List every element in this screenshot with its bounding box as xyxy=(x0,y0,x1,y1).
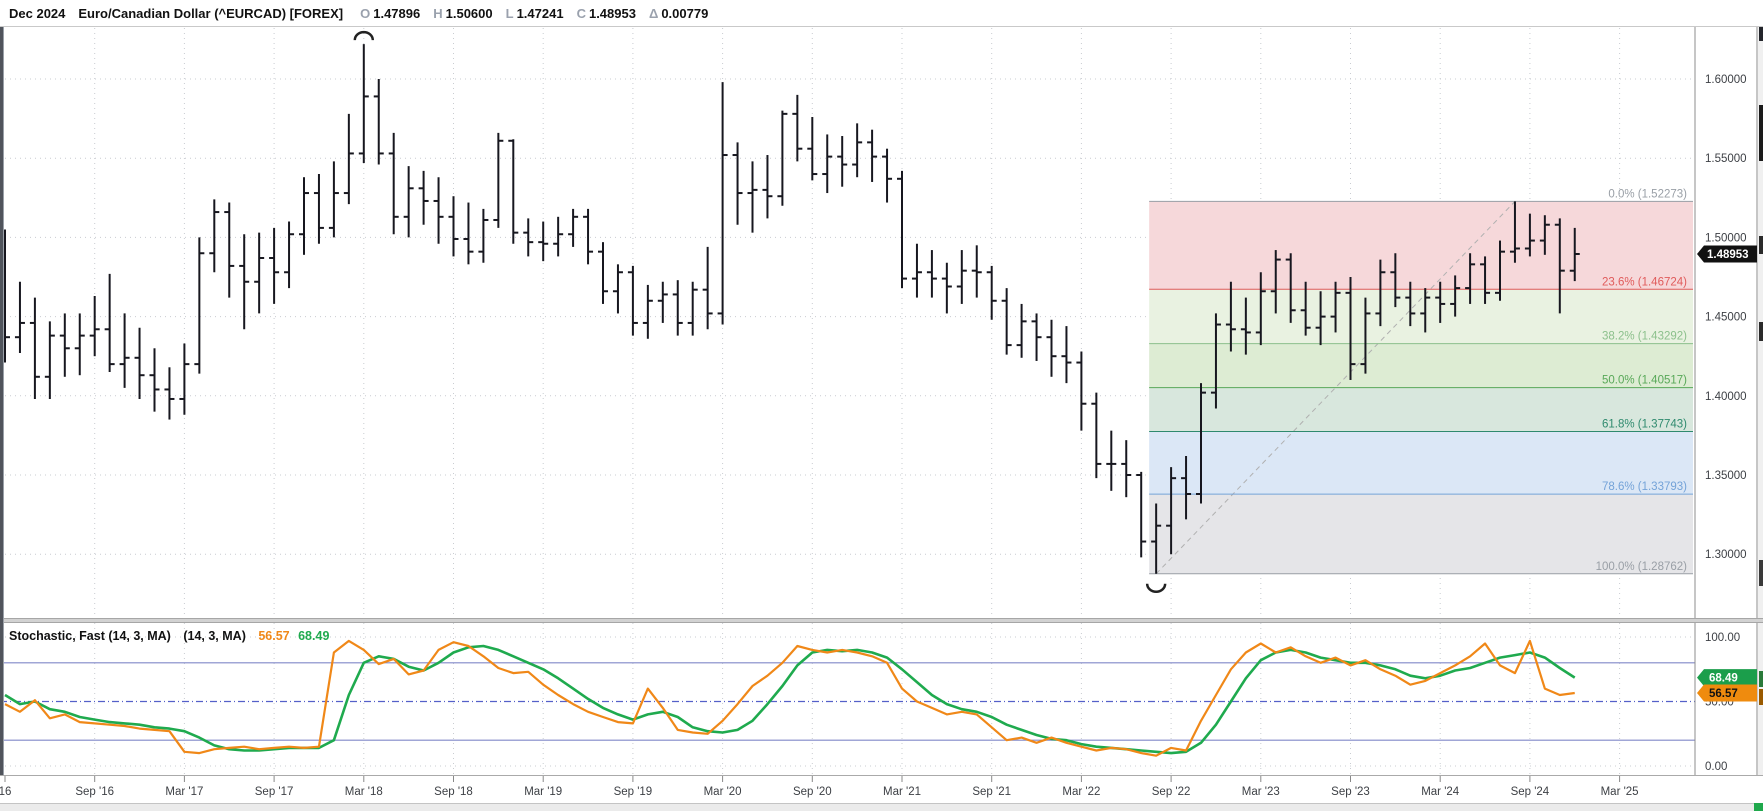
stoch-d-badge xyxy=(1697,669,1757,687)
stoch-window-edge-fragment xyxy=(1759,671,1763,687)
stochastic-legend: Stochastic, Fast (14, 3, MA) (14, 3, MA)… xyxy=(9,629,329,643)
fib-band xyxy=(1149,387,1693,432)
change-delta-icon: Δ xyxy=(648,5,659,21)
date-tick-label: Sep '24 xyxy=(1511,786,1550,798)
date-tick-label: Mar '20 xyxy=(704,786,742,798)
stoch-d-line xyxy=(4,644,1576,755)
price-axis-label: 1.35000 xyxy=(1705,470,1747,482)
window-edge-fragment xyxy=(1759,560,1763,586)
date-tick-label: Mar '23 xyxy=(1242,786,1280,798)
stoch-k-line xyxy=(4,639,1575,757)
price-chart-canvas[interactable]: 0.0% (1.52273) 23.6% (1.46724) 38.2% (1.43… xyxy=(0,27,1763,618)
high-label: H xyxy=(433,5,443,21)
date-tick-label: 16 xyxy=(0,786,11,798)
fib-band xyxy=(1149,431,1693,495)
high-value: 1.50600 xyxy=(445,5,493,21)
stoch-k-badge-text: 56.57 xyxy=(1709,688,1738,700)
close-label: C xyxy=(576,5,586,21)
fib-level-label: 38.2% (1.43292) xyxy=(1602,331,1687,343)
price-axis-label: 1.30000 xyxy=(1705,549,1747,561)
date-tick-label: Mar '18 xyxy=(345,786,383,798)
high-anchor-arc xyxy=(353,30,375,41)
stoch-window-edge-fragment xyxy=(1759,689,1763,705)
price-axis-label: 1.60000 xyxy=(1705,74,1747,86)
stochastic-params[interactable]: (14, 3, MA) xyxy=(183,629,246,643)
fib-band xyxy=(1149,201,1693,290)
fib-level-label: 78.6% (1.33793) xyxy=(1602,481,1687,493)
fib-level-label: 50.0% (1.40517) xyxy=(1602,375,1687,387)
low-anchor-arc xyxy=(1145,583,1167,594)
open-label: O xyxy=(360,5,371,21)
date-tick-label: Mar '25 xyxy=(1601,786,1639,798)
close-value: 1.48953 xyxy=(588,5,636,21)
date-tick-label: Mar '17 xyxy=(165,786,203,798)
date-tick-label: Mar '19 xyxy=(524,786,562,798)
chart-header: Dec 2024 Euro/Canadian Dollar (^EURCAD) … xyxy=(0,0,1763,27)
change-value: 0.00779 xyxy=(661,5,709,21)
ohlc-bars xyxy=(0,44,1580,574)
date-tick-label: Mar '21 xyxy=(883,786,921,798)
date-tick-label: Sep '16 xyxy=(75,786,114,798)
fib-level-label: 23.6% (1.46724) xyxy=(1602,276,1687,288)
price-axis-label: 1.55000 xyxy=(1705,153,1747,165)
stoch-d-badge-text: 68.49 xyxy=(1709,673,1738,685)
date-axis[interactable]: 16 Sep '16 Mar '17 Sep '17 Mar '18 Sep '18 Mar… xyxy=(0,775,1763,803)
fib-level-label: 0.0% (1.52273) xyxy=(1608,188,1687,200)
window-edge-fragment xyxy=(1759,236,1763,254)
fib-band xyxy=(1149,343,1693,388)
date-tick-label: Sep '23 xyxy=(1331,786,1370,798)
price-axis-label: 1.40000 xyxy=(1705,391,1747,403)
last-price-badge-text: 1.48953 xyxy=(1707,249,1749,261)
date-tick-label: Mar '22 xyxy=(1062,786,1100,798)
fib-level-label: 61.8% (1.37743) xyxy=(1602,419,1687,431)
open-value: 1.47896 xyxy=(373,5,421,21)
date-tick-label: Sep '19 xyxy=(614,786,653,798)
stochastic-name[interactable]: Stochastic, Fast (14, 3, MA) xyxy=(9,629,171,643)
price-axis-label: 1.50000 xyxy=(1705,232,1747,244)
bottom-accent-square xyxy=(1754,803,1763,811)
fib-band xyxy=(1149,494,1693,574)
bottom-strip xyxy=(0,803,1763,811)
left-edge-strip xyxy=(0,27,4,775)
date-tick-label: Sep '22 xyxy=(1152,786,1191,798)
fib-level-label: 100.0% (1.28762) xyxy=(1596,561,1688,573)
instrument-title[interactable]: Euro/Canadian Dollar (^EURCAD) [FOREX] xyxy=(78,5,344,21)
date-tick-label: Sep '21 xyxy=(972,786,1011,798)
date-tick-label: Sep '20 xyxy=(793,786,832,798)
window-edge-fragment xyxy=(1759,27,1763,41)
period-label[interactable]: Dec 2024 xyxy=(9,5,66,21)
window-edge-fragment xyxy=(1759,105,1763,161)
low-value: 1.47241 xyxy=(516,5,564,21)
stoch-axis-label: 100.00 xyxy=(1705,632,1740,644)
date-tick-label: Sep '18 xyxy=(434,786,473,798)
stoch-k-badge xyxy=(1697,684,1757,702)
low-label: L xyxy=(505,5,514,21)
stochastic-d-value: 68.49 xyxy=(298,629,330,643)
date-tick-label: Mar '24 xyxy=(1421,786,1460,798)
price-axis-label: 1.45000 xyxy=(1705,312,1747,324)
last-price-badge xyxy=(1697,245,1757,263)
stoch-axis-label: 0.00 xyxy=(1705,761,1727,773)
panel-separator[interactable] xyxy=(0,618,1763,623)
date-tick-label: Sep '17 xyxy=(255,786,294,798)
window-edge-fragment xyxy=(1759,322,1763,341)
stochastic-k-value: 56.57 xyxy=(258,629,290,643)
